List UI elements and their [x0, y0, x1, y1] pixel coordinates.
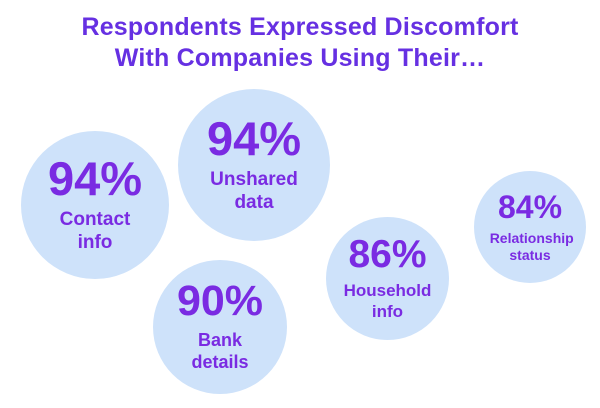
bubble-relationship-status-value: 84%	[497, 188, 563, 225]
bubble-unshared-data-value: 94%	[206, 112, 302, 166]
bubble-relationship-status: 84% Relationship status	[474, 171, 586, 283]
bubble-unshared-data-label: Unshared data	[210, 169, 298, 213]
page-title: Respondents Expressed Discomfort With Com…	[0, 12, 600, 74]
bubble-relationship-status-label: Relationship status	[489, 229, 574, 263]
page-title-line-2: With Companies Using Their…	[114, 44, 486, 72]
bubble-contact-info-value: 94%	[47, 152, 143, 206]
bubble-bank-details: 90% Bank details	[153, 260, 287, 394]
bubble-household-info-value: 86%	[348, 233, 427, 277]
bubble-bank-details-label: Bank details	[191, 330, 249, 372]
bubble-contact-info: 94% Contact info	[21, 131, 169, 279]
bubble-household-info-label: Household info	[343, 281, 432, 321]
bubble-contact-info-label: Contact info	[59, 209, 131, 253]
page-title-line-1: Respondents Expressed Discomfort	[81, 13, 519, 41]
bubble-bank-details-value: 90%	[176, 277, 264, 326]
bubble-household-info: 86% Household info	[326, 217, 449, 340]
bubble-unshared-data: 94% Unshared data	[178, 89, 330, 241]
